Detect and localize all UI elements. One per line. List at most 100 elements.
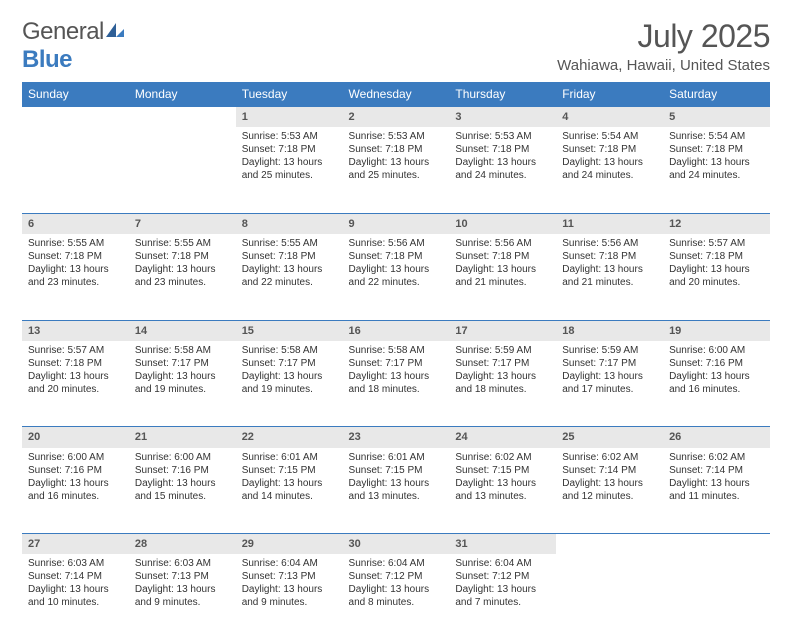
day-cell: Sunrise: 6:00 AMSunset: 7:16 PMDaylight:… bbox=[663, 341, 770, 427]
week-row: Sunrise: 6:00 AMSunset: 7:16 PM Daylight:… bbox=[22, 448, 770, 534]
sunrise-text: Sunrise: 5:58 AM bbox=[242, 344, 337, 357]
daylight-text: Daylight: 13 hours and 23 minutes. bbox=[135, 263, 230, 289]
sunset-text: Sunset: 7:18 PM bbox=[28, 357, 123, 370]
day-header: Tuesday bbox=[236, 82, 343, 107]
daynum-row: 13141516171819 bbox=[22, 320, 770, 341]
sunrise-text: Sunrise: 5:58 AM bbox=[135, 344, 230, 357]
day-cell: Sunrise: 5:56 AMSunset: 7:18 PMDaylight:… bbox=[343, 234, 450, 320]
daylight-text: Daylight: 13 hours and 9 minutes. bbox=[135, 583, 230, 609]
day-cell: Sunrise: 5:55 AMSunset: 7:18 PMDaylight:… bbox=[129, 234, 236, 320]
sunset-text: Sunset: 7:18 PM bbox=[135, 250, 230, 263]
day-cell-empty bbox=[663, 554, 770, 640]
daylight-text: Daylight: 13 hours and 11 minutes. bbox=[669, 477, 764, 503]
daylight-text: Daylight: 13 hours and 19 minutes. bbox=[135, 370, 230, 396]
logo-text: General Blue bbox=[22, 18, 126, 74]
daynum-cell: 25 bbox=[556, 427, 663, 448]
sunrise-text: Sunrise: 6:02 AM bbox=[562, 451, 657, 464]
daynum-cell: 5 bbox=[663, 107, 770, 128]
sunrise-text: Sunrise: 6:03 AM bbox=[28, 557, 123, 570]
logo-word1: General bbox=[22, 18, 104, 45]
day-cell: Sunrise: 6:00 AMSunset: 7:16 PMDaylight:… bbox=[129, 448, 236, 534]
day-cell: Sunrise: 5:56 AMSunset: 7:18 PMDaylight:… bbox=[556, 234, 663, 320]
daylight-text: Daylight: 13 hours and 21 minutes. bbox=[562, 263, 657, 289]
day-cell: Sunrise: 6:04 AMSunset: 7:12 PMDaylight:… bbox=[449, 554, 556, 640]
daynum-cell: 17 bbox=[449, 320, 556, 341]
sunset-text: Sunset: 7:15 PM bbox=[349, 464, 444, 477]
sunrise-text: Sunrise: 5:57 AM bbox=[669, 237, 764, 250]
daynum-row: 12345 bbox=[22, 107, 770, 128]
sunset-text: Sunset: 7:17 PM bbox=[455, 357, 550, 370]
day-header-row: SundayMondayTuesdayWednesdayThursdayFrid… bbox=[22, 82, 770, 107]
daynum-cell: 27 bbox=[22, 534, 129, 555]
sunset-text: Sunset: 7:18 PM bbox=[349, 143, 444, 156]
daynum-cell: 30 bbox=[343, 534, 450, 555]
day-header: Saturday bbox=[663, 82, 770, 107]
daylight-text: Daylight: 13 hours and 10 minutes. bbox=[28, 583, 123, 609]
daylight-text: Daylight: 13 hours and 7 minutes. bbox=[455, 583, 550, 609]
daynum-cell: 14 bbox=[129, 320, 236, 341]
daylight-text: Daylight: 13 hours and 18 minutes. bbox=[349, 370, 444, 396]
daylight-text: Daylight: 13 hours and 13 minutes. bbox=[349, 477, 444, 503]
day-cell: Sunrise: 5:58 AMSunset: 7:17 PMDaylight:… bbox=[129, 341, 236, 427]
daylight-text: Daylight: 13 hours and 20 minutes. bbox=[669, 263, 764, 289]
daynum-cell: 2 bbox=[343, 107, 450, 128]
sunrise-text: Sunrise: 6:00 AM bbox=[669, 344, 764, 357]
sunset-text: Sunset: 7:18 PM bbox=[242, 143, 337, 156]
daynum-empty bbox=[556, 534, 663, 555]
logo-sail-icon bbox=[104, 18, 126, 46]
day-cell: Sunrise: 5:57 AMSunset: 7:18 PMDaylight:… bbox=[663, 234, 770, 320]
daylight-text: Daylight: 13 hours and 16 minutes. bbox=[669, 370, 764, 396]
sunrise-text: Sunrise: 5:53 AM bbox=[455, 130, 550, 143]
daynum-empty bbox=[22, 107, 129, 128]
day-header: Friday bbox=[556, 82, 663, 107]
daynum-cell: 12 bbox=[663, 213, 770, 234]
daynum-cell: 3 bbox=[449, 107, 556, 128]
day-header: Wednesday bbox=[343, 82, 450, 107]
sunset-text: Sunset: 7:18 PM bbox=[562, 250, 657, 263]
day-cell: Sunrise: 6:01 AMSunset: 7:15 PMDaylight:… bbox=[343, 448, 450, 534]
sunrise-text: Sunrise: 6:04 AM bbox=[349, 557, 444, 570]
sunset-text: Sunset: 7:16 PM bbox=[28, 464, 123, 477]
day-cell-empty bbox=[129, 127, 236, 213]
sunrise-text: Sunrise: 5:56 AM bbox=[562, 237, 657, 250]
sunrise-text: Sunrise: 5:59 AM bbox=[562, 344, 657, 357]
title-block: July 2025 Wahiawa, Hawaii, United States bbox=[557, 18, 770, 74]
sunrise-text: Sunrise: 5:55 AM bbox=[28, 237, 123, 250]
day-cell: Sunrise: 5:53 AMSunset: 7:18 PMDaylight:… bbox=[449, 127, 556, 213]
day-header: Monday bbox=[129, 82, 236, 107]
daynum-cell: 7 bbox=[129, 213, 236, 234]
day-cell: Sunrise: 6:04 AMSunset: 7:13 PMDaylight:… bbox=[236, 554, 343, 640]
day-header: Sunday bbox=[22, 82, 129, 107]
day-cell: Sunrise: 5:58 AMSunset: 7:17 PMDaylight:… bbox=[236, 341, 343, 427]
month-title: July 2025 bbox=[557, 18, 770, 55]
sunset-text: Sunset: 7:18 PM bbox=[242, 250, 337, 263]
sunrise-text: Sunrise: 5:53 AM bbox=[242, 130, 337, 143]
daylight-text: Daylight: 13 hours and 15 minutes. bbox=[135, 477, 230, 503]
daynum-cell: 20 bbox=[22, 427, 129, 448]
header: General Blue July 2025 Wahiawa, Hawaii, … bbox=[22, 18, 770, 74]
sunrise-text: Sunrise: 5:54 AM bbox=[562, 130, 657, 143]
sunset-text: Sunset: 7:18 PM bbox=[455, 250, 550, 263]
sunrise-text: Sunrise: 6:00 AM bbox=[28, 451, 123, 464]
daylight-text: Daylight: 13 hours and 17 minutes. bbox=[562, 370, 657, 396]
daynum-cell: 4 bbox=[556, 107, 663, 128]
daylight-text: Daylight: 13 hours and 12 minutes. bbox=[562, 477, 657, 503]
sunrise-text: Sunrise: 6:03 AM bbox=[135, 557, 230, 570]
daynum-cell: 16 bbox=[343, 320, 450, 341]
daynum-cell: 29 bbox=[236, 534, 343, 555]
calendar-table: SundayMondayTuesdayWednesdayThursdayFrid… bbox=[22, 82, 770, 640]
daylight-text: Daylight: 13 hours and 19 minutes. bbox=[242, 370, 337, 396]
daylight-text: Daylight: 13 hours and 23 minutes. bbox=[28, 263, 123, 289]
day-cell: Sunrise: 6:01 AMSunset: 7:15 PMDaylight:… bbox=[236, 448, 343, 534]
day-cell: Sunrise: 6:00 AMSunset: 7:16 PMDaylight:… bbox=[22, 448, 129, 534]
sunrise-text: Sunrise: 5:58 AM bbox=[349, 344, 444, 357]
daynum-row: 20212223242526 bbox=[22, 427, 770, 448]
sunrise-text: Sunrise: 6:02 AM bbox=[455, 451, 550, 464]
sunset-text: Sunset: 7:14 PM bbox=[669, 464, 764, 477]
sunrise-text: Sunrise: 6:02 AM bbox=[669, 451, 764, 464]
daynum-cell: 23 bbox=[343, 427, 450, 448]
daynum-cell: 21 bbox=[129, 427, 236, 448]
daylight-text: Daylight: 13 hours and 14 minutes. bbox=[242, 477, 337, 503]
sunrise-text: Sunrise: 6:04 AM bbox=[455, 557, 550, 570]
daylight-text: Daylight: 13 hours and 25 minutes. bbox=[349, 156, 444, 182]
